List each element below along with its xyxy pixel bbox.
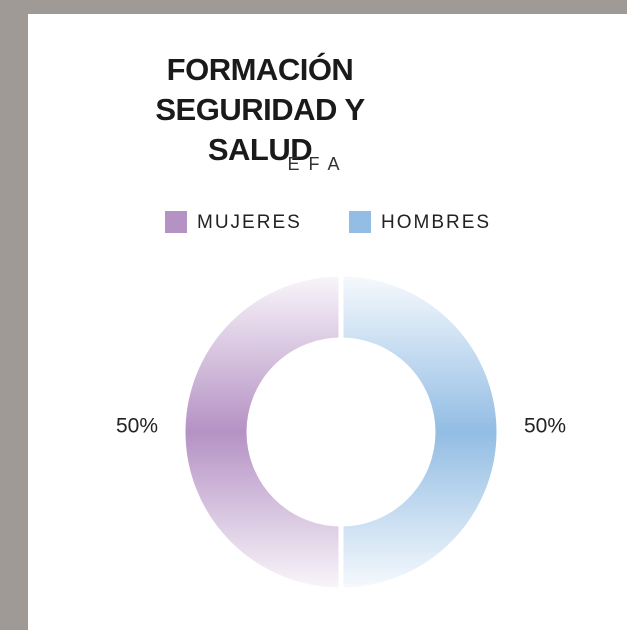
legend-label: MUJERES xyxy=(197,212,302,233)
donut-slice xyxy=(180,271,344,593)
chart-subtitle: EFA xyxy=(287,154,349,174)
legend-swatch xyxy=(165,211,187,233)
legend-swatch xyxy=(349,211,371,233)
donut-slice xyxy=(338,271,502,593)
data-label: 50% xyxy=(116,415,158,438)
legend-label: HOMBRES xyxy=(381,212,491,233)
data-label: 50% xyxy=(524,415,566,438)
chart-title: FORMACIÓN SEGURIDAD Y SALUD xyxy=(155,52,365,167)
